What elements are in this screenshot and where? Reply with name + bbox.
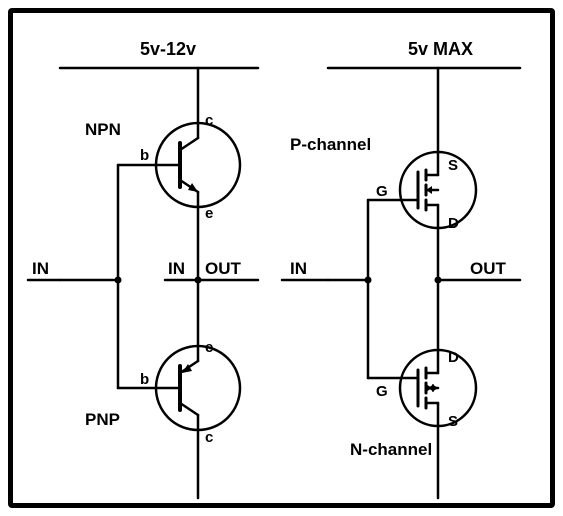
pfet-pin-g: G [376, 183, 388, 200]
nfet-pin-d: D [448, 349, 459, 366]
label-in-right: IN [290, 259, 307, 278]
pfet-pin-d: D [448, 215, 459, 232]
label-out-left: OUT [205, 259, 242, 278]
npn-pin-b: b [140, 147, 149, 164]
dot-left-out [195, 277, 202, 284]
pnp-pin-e: e [205, 339, 213, 356]
label-pnp: PNP [85, 410, 120, 429]
npn-pin-e: e [205, 205, 213, 222]
label-supply-right: 5v MAX [408, 39, 473, 59]
label-npn: NPN [85, 120, 121, 139]
npn-pin-c: c [205, 112, 213, 129]
dot-right-out [435, 277, 442, 284]
dot-right-gate [365, 277, 372, 284]
nfet-pin-g: G [376, 383, 388, 400]
npn-c-leg [180, 138, 198, 150]
label-nchan: N-channel [350, 440, 432, 459]
circuit-svg: 5v-12v 5v MAX NPN PNP P-channel N-channe… [0, 0, 563, 516]
nfet-arrow-main [428, 384, 434, 392]
dot-left-base [115, 277, 122, 284]
label-in-mid: IN [168, 259, 185, 278]
npn-arrow [188, 183, 198, 192]
nfet-pin-s: S [448, 413, 458, 430]
label-pchan: P-channel [290, 135, 371, 154]
label-in-left: IN [32, 259, 49, 278]
pnp-c-leg [180, 403, 198, 415]
label-out-right: OUT [470, 259, 507, 278]
pfet-pin-s: S [448, 157, 458, 174]
diagram-frame: 5v-12v 5v MAX NPN PNP P-channel N-channe… [0, 0, 563, 516]
pnp-pin-b: b [140, 371, 149, 388]
label-supply-left: 5v-12v [140, 39, 196, 59]
pnp-pin-c: c [205, 429, 213, 446]
